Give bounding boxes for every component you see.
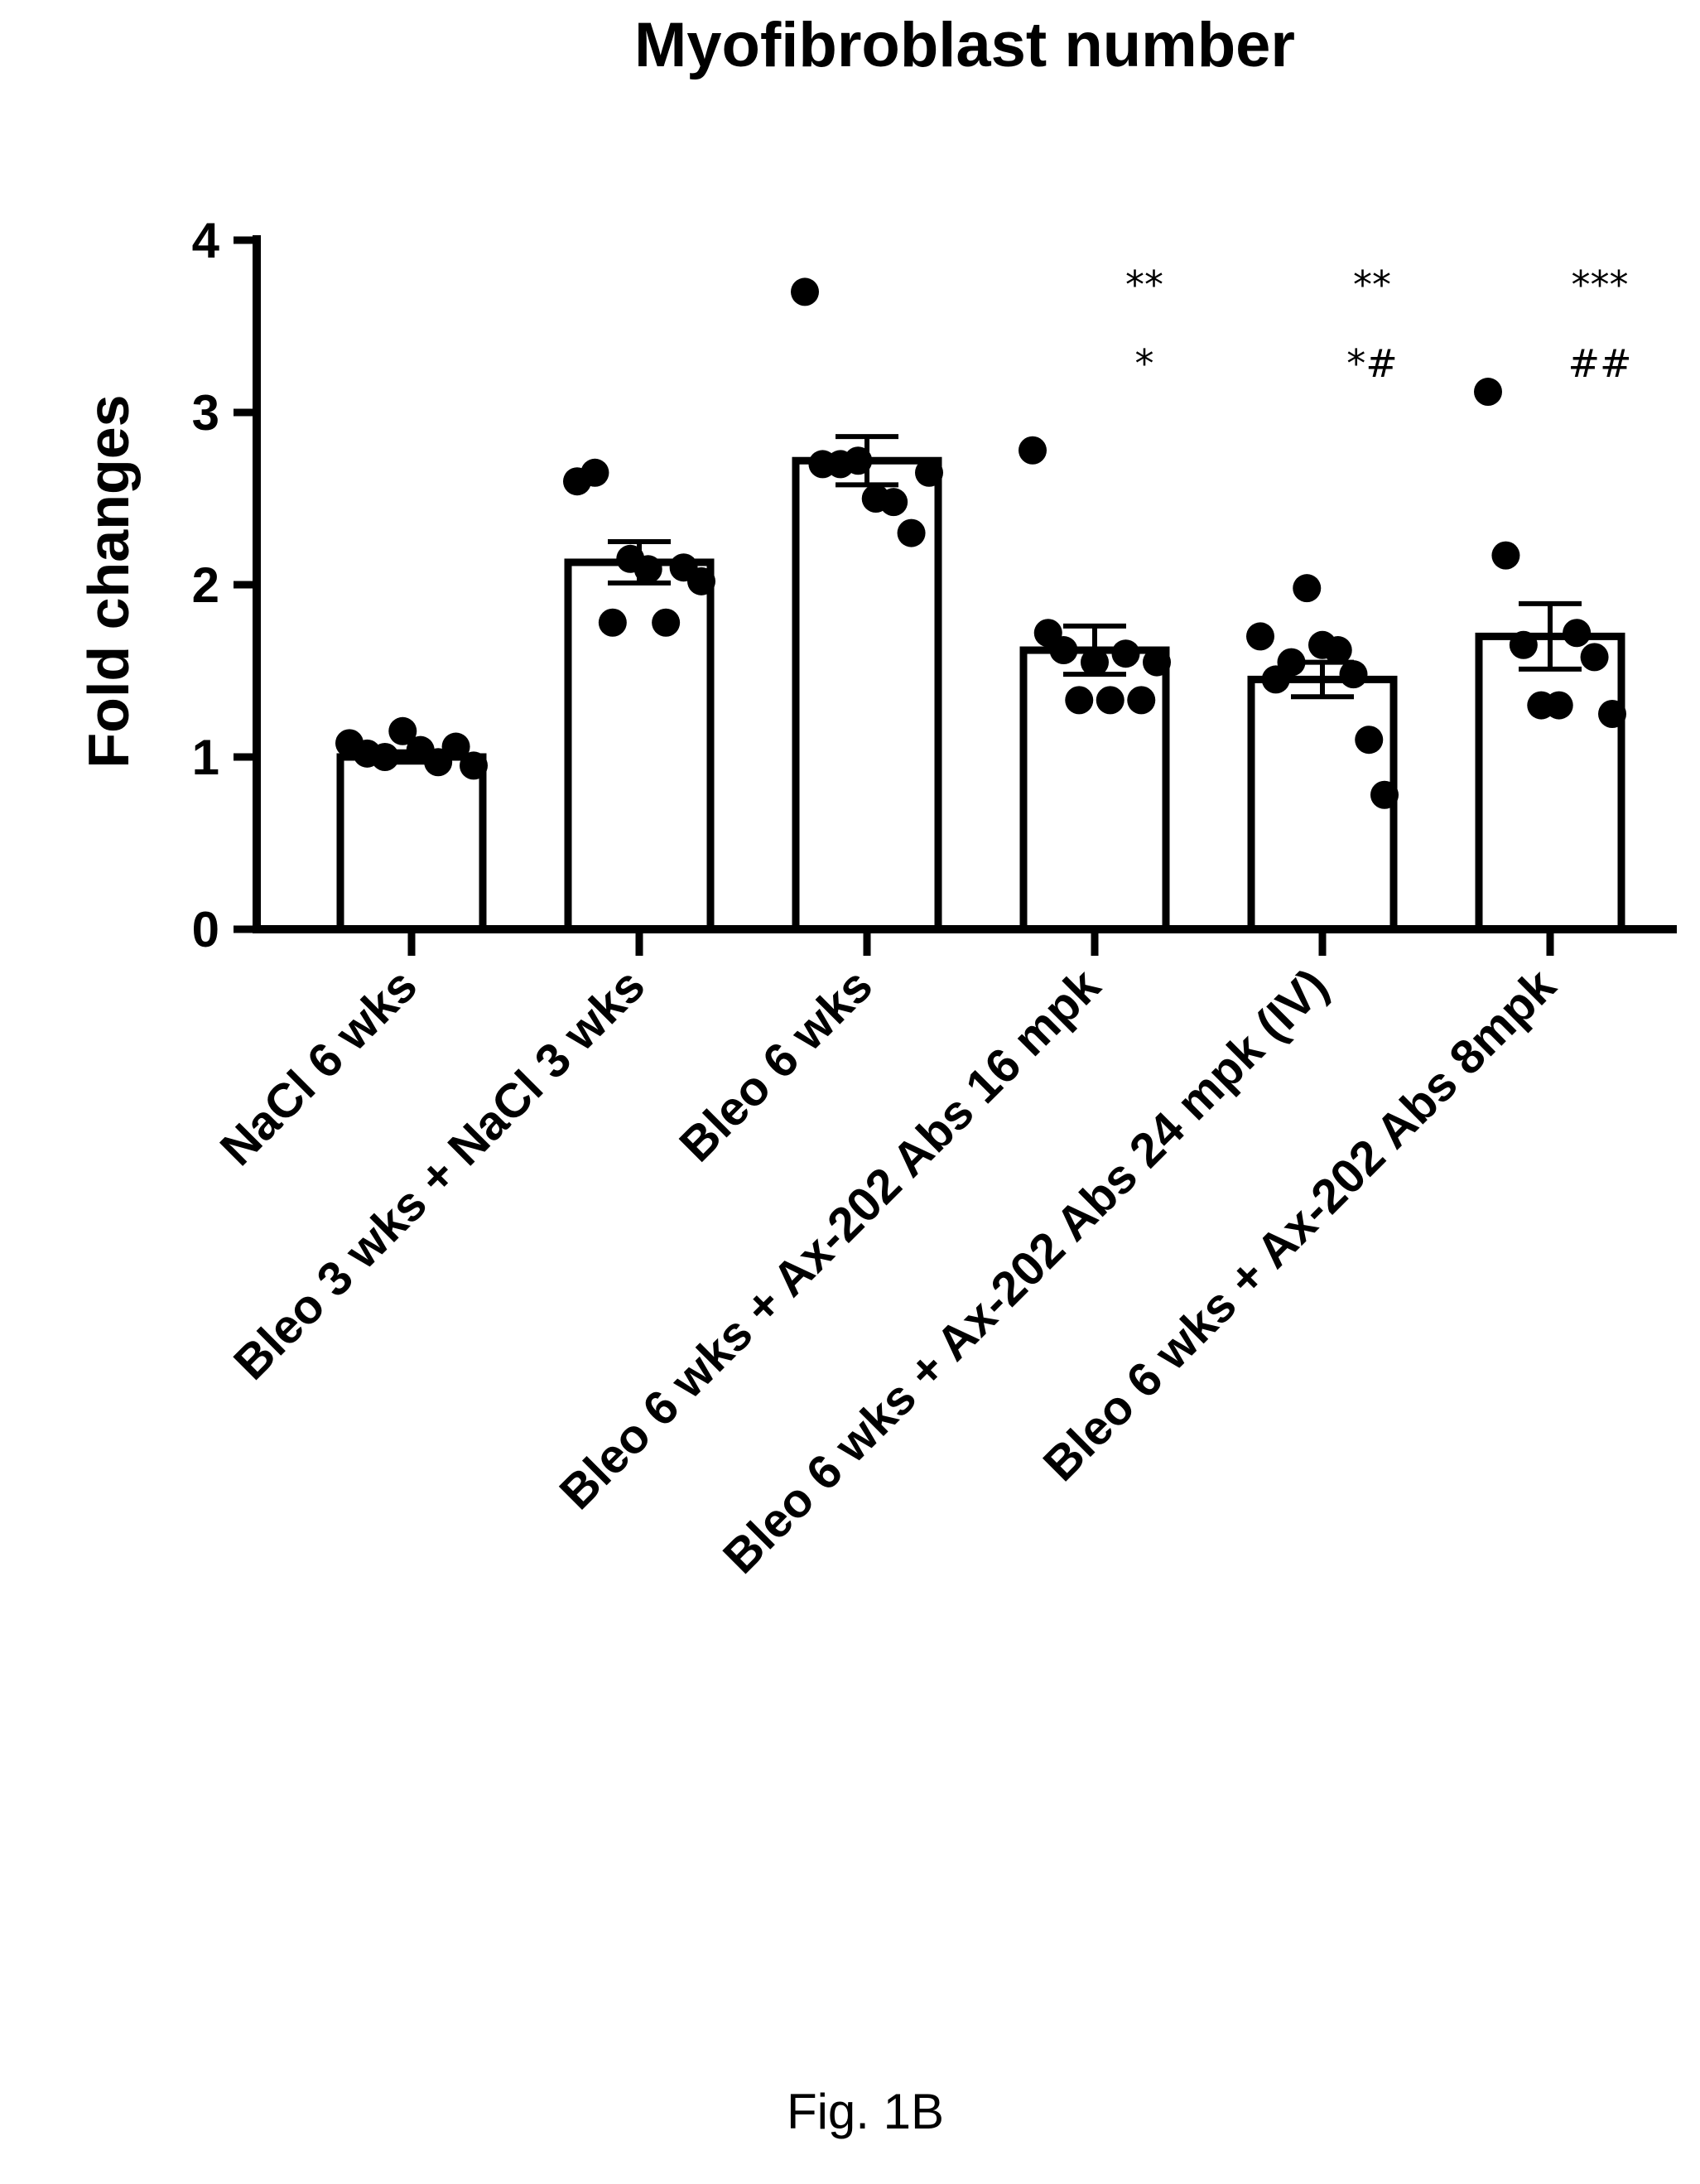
significance-label: **	[1353, 263, 1391, 307]
data-point	[844, 446, 873, 475]
significance-label: ***	[1572, 263, 1629, 307]
y-tick-label: 1	[192, 730, 219, 785]
data-point	[1277, 648, 1306, 677]
data-point	[370, 743, 399, 771]
y-tick-label: 4	[192, 213, 220, 268]
significance-label: **	[1125, 263, 1163, 307]
data-point	[1293, 574, 1322, 603]
y-tick-label: 2	[192, 557, 219, 613]
data-point	[687, 566, 715, 595]
bar	[1247, 675, 1398, 933]
data-point	[1065, 686, 1094, 715]
data-point	[1019, 436, 1047, 465]
data-point	[1509, 630, 1538, 659]
error-bars	[380, 434, 1582, 765]
x-category-label: NaCl 6 wks	[210, 958, 428, 1176]
data-point	[1474, 378, 1502, 407]
data-point	[388, 716, 417, 745]
data-point	[1081, 648, 1109, 677]
significance-label: ##	[1568, 341, 1631, 386]
data-point	[1580, 643, 1609, 672]
bar	[564, 558, 715, 933]
data-point	[1339, 660, 1368, 689]
data-point	[1111, 639, 1140, 668]
data-point	[1491, 541, 1520, 570]
bars	[336, 456, 1625, 933]
data-point	[1355, 726, 1384, 755]
figure-caption: Fig. 1B	[787, 2084, 944, 2139]
y-tick-label: 0	[192, 902, 219, 957]
significance-marks: ******#***##	[1125, 263, 1632, 386]
data-point	[879, 488, 908, 517]
data-point	[460, 751, 488, 780]
data-point	[633, 555, 662, 584]
data-point	[1598, 700, 1626, 728]
data-point	[580, 458, 609, 487]
data-point	[791, 277, 819, 306]
data-point	[598, 608, 627, 637]
data-point	[1127, 686, 1156, 715]
data-point	[1246, 622, 1274, 651]
data-point	[1544, 691, 1573, 720]
y-tick-label: 3	[192, 385, 219, 441]
x-category-label: Bleo 6 wks + Ax-202 Abs 8mpk	[1033, 958, 1567, 1492]
data-point	[441, 732, 470, 761]
data-point	[1143, 648, 1171, 677]
y-axis-label: Fold changes	[76, 394, 141, 768]
data-point	[915, 458, 943, 487]
data-point	[1049, 636, 1078, 665]
x-category-label: Bleo 6 wks	[669, 958, 883, 1172]
data-points	[335, 277, 1626, 809]
data-point	[897, 518, 926, 547]
data-point	[1370, 780, 1399, 809]
data-point	[1323, 636, 1352, 665]
data-point	[1563, 619, 1592, 648]
y-ticks: 0 1 2 3 4	[192, 213, 257, 957]
bar	[336, 753, 487, 933]
significance-label: *#	[1346, 341, 1398, 386]
data-point	[1096, 686, 1125, 715]
x-category-label: Bleo 3 wks + NaCl 3 wks	[224, 958, 655, 1390]
significance-label: *	[1135, 341, 1154, 386]
data-point	[652, 608, 681, 637]
chart-title: Myofibroblast number	[634, 10, 1295, 80]
bar	[1475, 632, 1625, 933]
